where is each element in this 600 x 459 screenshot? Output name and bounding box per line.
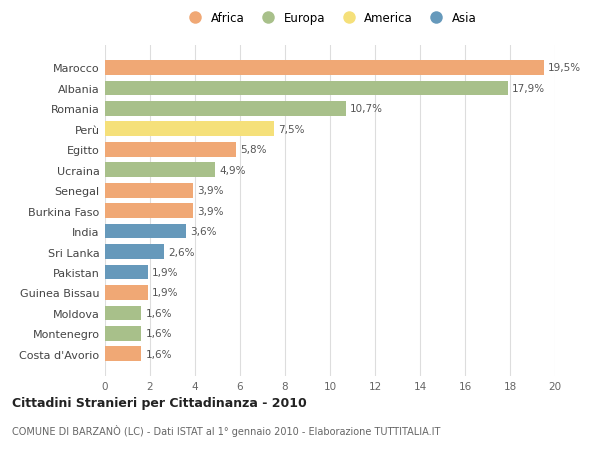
Bar [105,81,508,96]
Bar [105,306,141,320]
Text: Cittadini Stranieri per Cittadinanza - 2010: Cittadini Stranieri per Cittadinanza - 2… [12,396,307,409]
Text: 1,6%: 1,6% [146,329,172,339]
Bar [105,265,148,280]
Bar [105,245,163,259]
Legend: Africa, Europa, America, Asia: Africa, Europa, America, Asia [184,12,476,25]
Text: 3,9%: 3,9% [197,206,224,216]
Text: COMUNE DI BARZANÒ (LC) - Dati ISTAT al 1° gennaio 2010 - Elaborazione TUTTITALIA: COMUNE DI BARZANÒ (LC) - Dati ISTAT al 1… [12,424,440,436]
Bar [105,61,544,76]
Text: 19,5%: 19,5% [548,63,581,73]
Bar [105,143,235,157]
Text: 10,7%: 10,7% [350,104,383,114]
Bar [105,347,141,361]
Text: 4,9%: 4,9% [220,165,246,175]
Text: 5,8%: 5,8% [240,145,266,155]
Text: 1,6%: 1,6% [146,308,172,318]
Text: 3,6%: 3,6% [191,227,217,236]
Bar [105,122,274,137]
Text: 1,9%: 1,9% [152,268,179,277]
Text: 2,6%: 2,6% [168,247,194,257]
Bar [105,285,148,300]
Text: 3,9%: 3,9% [197,186,224,196]
Bar [105,102,346,117]
Text: 17,9%: 17,9% [512,84,545,94]
Text: 7,5%: 7,5% [278,124,305,134]
Text: 1,6%: 1,6% [146,349,172,359]
Bar [105,163,215,178]
Bar [105,204,193,218]
Bar [105,224,186,239]
Bar [105,326,141,341]
Text: 1,9%: 1,9% [152,288,179,298]
Bar [105,184,193,198]
